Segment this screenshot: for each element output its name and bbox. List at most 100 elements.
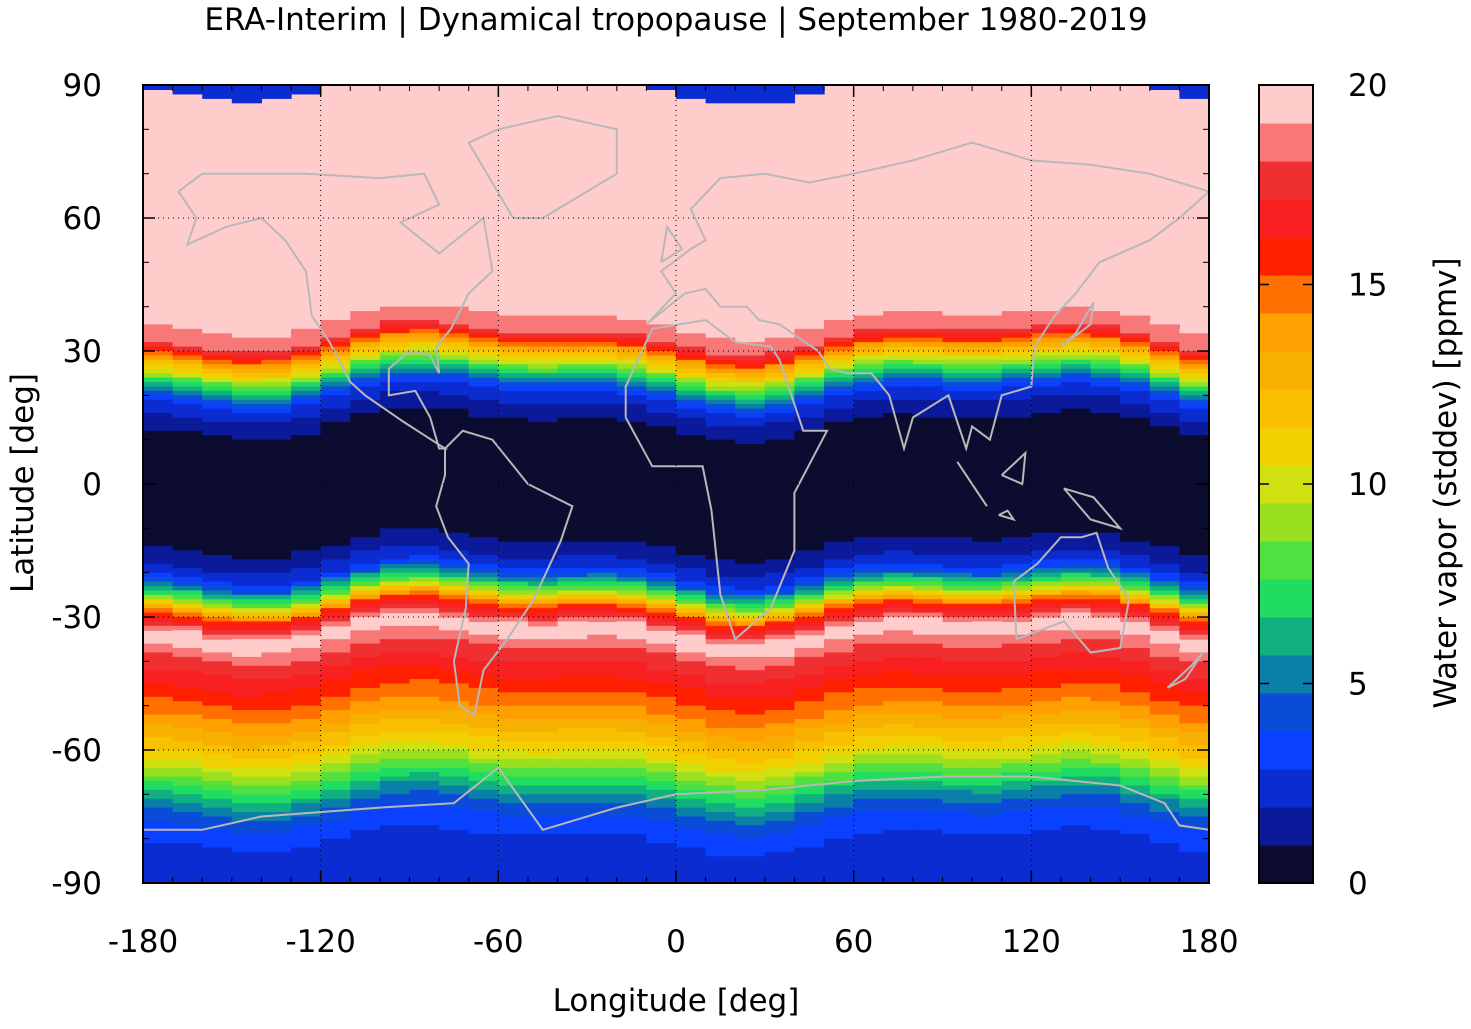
field-cell (764, 812, 796, 818)
field-cell (527, 785, 559, 791)
field-cell (379, 794, 411, 800)
field-cell (143, 457, 174, 463)
field-cell (912, 577, 944, 583)
field-cell (912, 829, 944, 835)
field-cell (587, 315, 618, 321)
field-cell (1031, 727, 1062, 733)
field-cell (498, 745, 529, 751)
field-cell (1090, 302, 1121, 308)
field-cell (231, 683, 263, 689)
field-cell (202, 829, 233, 835)
field-cell (202, 696, 233, 702)
field-cell (1120, 324, 1151, 330)
field-cell (468, 501, 499, 507)
field-cell (527, 319, 559, 325)
coastline-5 (1012, 531, 1131, 654)
field-cell (912, 878, 944, 884)
field-cell (468, 820, 499, 826)
field-cell (1120, 382, 1151, 388)
field-cell (676, 479, 707, 485)
field-cell (883, 829, 914, 835)
field-cell (261, 829, 292, 835)
field-cell (1149, 838, 1180, 844)
field-cell (705, 710, 736, 716)
field-cell (320, 785, 351, 791)
field-cell (202, 599, 233, 605)
field-cell (439, 523, 470, 529)
field-cell (498, 834, 529, 840)
field-cell (1120, 617, 1151, 623)
field-cell (498, 723, 529, 729)
field-cell (912, 568, 944, 574)
field-cell (1001, 328, 1032, 334)
field-cell (1090, 710, 1121, 716)
field-cell (1120, 869, 1151, 875)
field-cell (231, 843, 263, 849)
field-cell (705, 750, 736, 756)
field-cell (912, 337, 944, 343)
field-cell (320, 679, 351, 685)
field-cell (409, 523, 440, 529)
field-cell (409, 825, 440, 831)
field-cell (587, 319, 618, 325)
field-cell (350, 865, 381, 871)
field-cell (912, 377, 944, 383)
field-cell (912, 794, 944, 800)
field-cell (1179, 328, 1210, 334)
field-cell (231, 537, 263, 543)
field-cell (735, 98, 766, 104)
field-cell (646, 426, 677, 432)
field-cell (883, 537, 914, 543)
field-cell (764, 874, 796, 880)
field-cell (1149, 643, 1180, 649)
field-cell (705, 763, 736, 769)
field-cell (883, 515, 914, 521)
field-cell (942, 435, 973, 441)
field-cell (350, 430, 381, 436)
field-cell (143, 718, 174, 724)
field-cell (261, 488, 292, 494)
field-cell (231, 342, 263, 348)
field-cell (1090, 479, 1121, 485)
field-cell (646, 803, 677, 809)
field-cell (1060, 577, 1092, 583)
field-cell (1031, 319, 1062, 325)
field-cell (468, 869, 499, 875)
field-cell (735, 714, 766, 720)
field-cell (379, 382, 411, 388)
field-cell (883, 798, 914, 804)
field-cell (587, 537, 618, 543)
field-cell (439, 497, 470, 503)
field-cell (942, 559, 973, 565)
field-cell (912, 612, 944, 618)
field-cell (409, 515, 440, 521)
field-cell (942, 741, 973, 747)
field-cell (439, 439, 470, 445)
field-cell (1120, 311, 1151, 317)
field-cell (676, 710, 707, 716)
field-cell (557, 767, 588, 773)
field-cell (261, 506, 292, 512)
field-cell (557, 594, 588, 600)
field-cell (498, 342, 529, 348)
field-cell (320, 856, 351, 862)
field-cell (291, 328, 322, 334)
field-cell (587, 750, 618, 756)
field-cell (1179, 723, 1210, 729)
field-cell (291, 492, 322, 498)
field-cell (1120, 856, 1151, 862)
field-cell (735, 435, 766, 441)
field-cell (172, 373, 203, 379)
field-cell (498, 701, 529, 707)
field-cell (912, 501, 944, 507)
field-cell (498, 404, 529, 410)
field-cell (172, 355, 203, 361)
field-cell (1001, 789, 1032, 795)
field-cell (557, 519, 588, 525)
field-cell (172, 333, 203, 339)
field-cell (498, 838, 529, 844)
field-cell (498, 687, 529, 693)
field-cell (705, 386, 736, 392)
field-cell (1031, 851, 1062, 857)
field-cell (379, 860, 411, 866)
